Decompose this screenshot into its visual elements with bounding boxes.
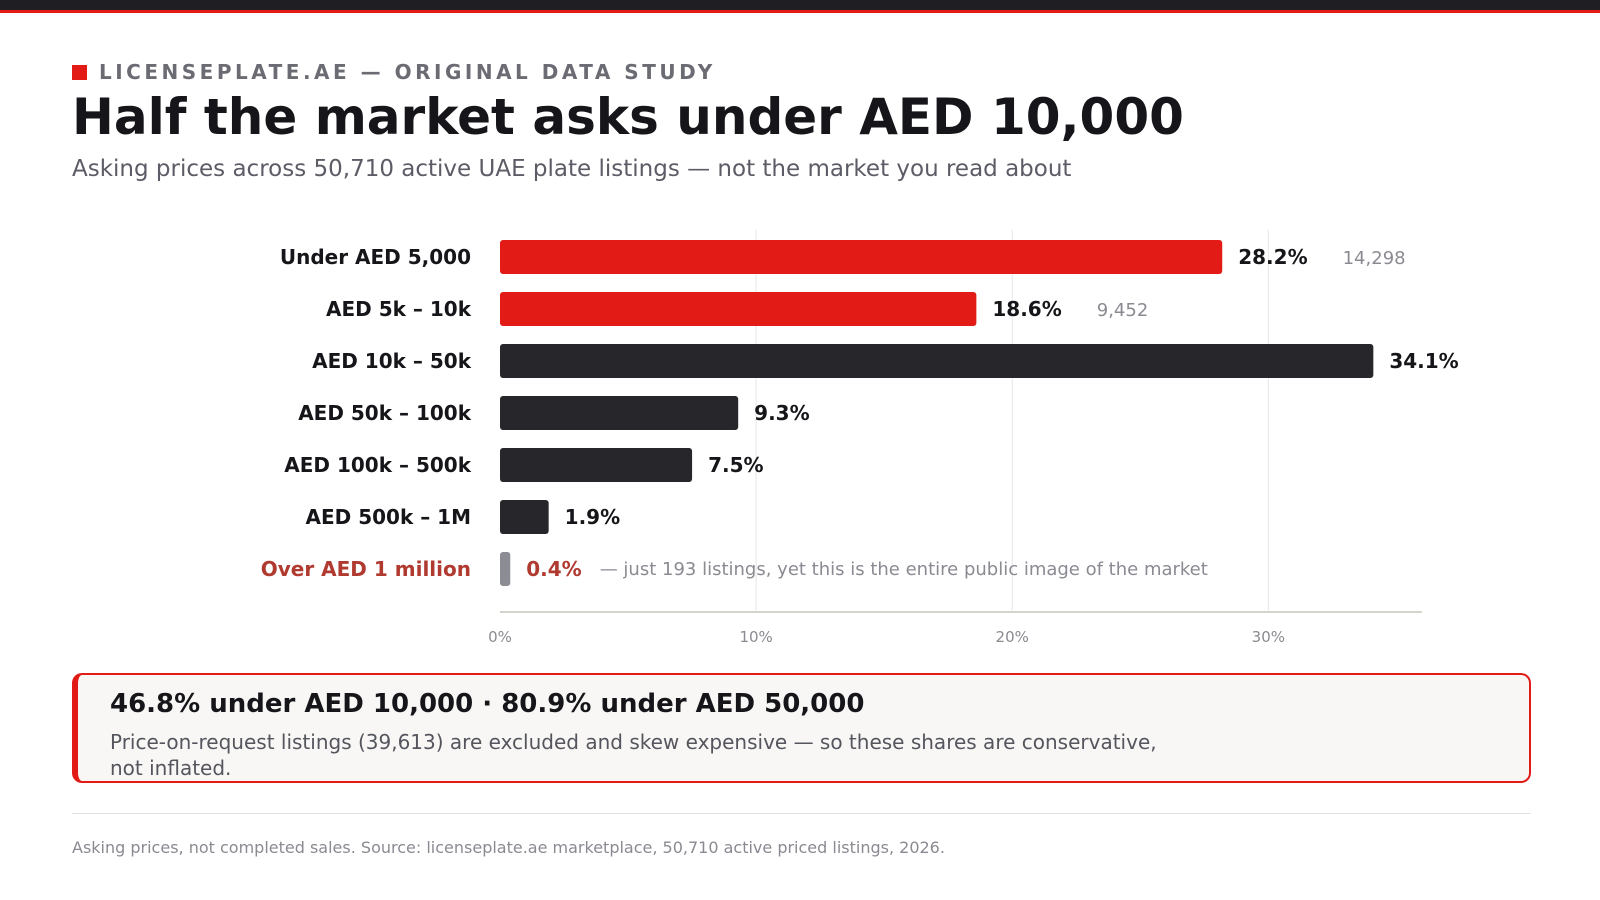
value-label: 0.4%	[526, 557, 581, 581]
footnote: Asking prices, not completed sales. Sour…	[72, 838, 945, 857]
category-label: AED 50k – 100k	[298, 401, 472, 425]
footer-divider	[72, 813, 1531, 814]
x-tick-label-10: 10%	[739, 628, 772, 646]
category-label: AED 100k – 500k	[284, 453, 471, 477]
price-distribution-chart: 0% 10% 20% 30% Under AED 5,000 28.2% 14,298 AED…	[261, 230, 1459, 646]
value-label: 1.9%	[565, 505, 620, 529]
top-bar	[0, 0, 1600, 12]
count-label: 9,452	[1097, 300, 1149, 321]
bar	[500, 240, 1223, 274]
value-label: 18.6%	[992, 297, 1061, 321]
bar	[500, 500, 549, 534]
bar	[500, 344, 1374, 378]
category-label: Under AED 5,000	[280, 245, 471, 269]
top-bar-accent	[0, 10, 1600, 13]
x-tick-label-0: 0%	[488, 628, 512, 646]
page-subtitle: Asking prices across 50,710 active UAE p…	[72, 156, 1072, 182]
value-label: 9.3%	[754, 401, 809, 425]
bar	[500, 552, 511, 586]
bar	[500, 396, 739, 430]
value-label: 7.5%	[708, 453, 763, 477]
x-tick-label-30: 30%	[1252, 628, 1285, 646]
bar	[500, 292, 977, 326]
category-label: AED 5k – 10k	[326, 297, 472, 321]
category-label: AED 500k – 1M	[306, 505, 472, 529]
category-label: Over AED 1 million	[261, 557, 471, 581]
bar	[500, 448, 693, 482]
summary-callout: 46.8% under AED 10,000 · 80.9% under AED…	[72, 673, 1531, 783]
annotation-label: — just 193 listings, yet this is the ent…	[600, 559, 1208, 580]
callout-headline: 46.8% under AED 10,000 · 80.9% under AED…	[110, 689, 865, 719]
value-label: 28.2%	[1238, 245, 1307, 269]
value-label: 34.1%	[1389, 349, 1458, 373]
category-label: AED 10k – 50k	[312, 349, 472, 373]
x-tick-label-20: 20%	[996, 628, 1029, 646]
count-label: 14,298	[1343, 248, 1406, 269]
page-title: Half the market asks under AED 10,000	[72, 88, 1184, 146]
kicker: LICENSEPLATE.AE — ORIGINAL DATA STUDY	[72, 60, 716, 84]
kicker-text: LICENSEPLATE.AE — ORIGINAL DATA STUDY	[99, 60, 716, 84]
kicker-square-icon	[72, 64, 87, 80]
callout-body: Price-on-request listings (39,613) are e…	[110, 730, 1157, 780]
